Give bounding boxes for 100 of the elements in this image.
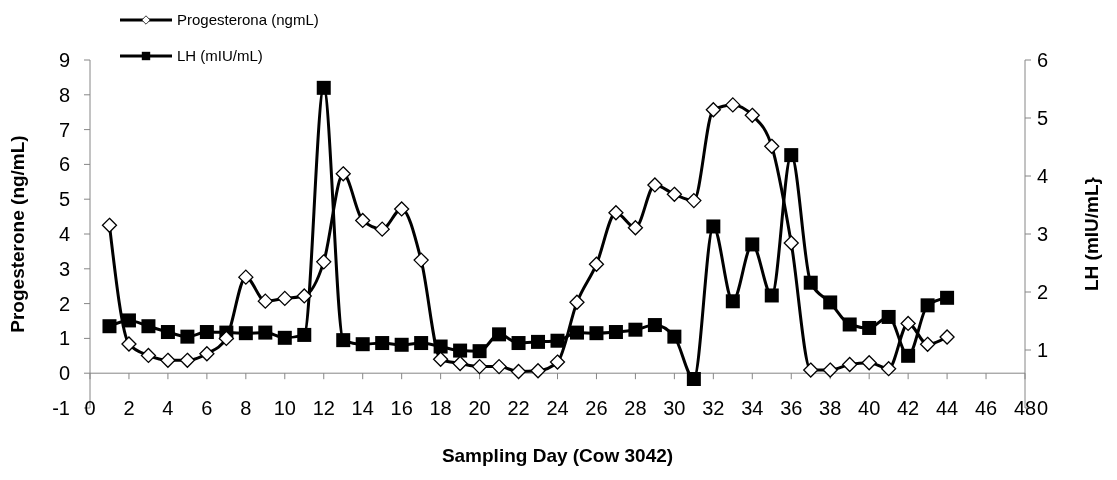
y-tick-label: 6 [58,153,70,176]
point [394,201,410,217]
point [940,290,955,305]
x-tick-label: 30 [663,397,686,420]
point [199,325,214,340]
y-tick-label: 1 [58,327,70,350]
x-tick-label: 6 [201,397,213,420]
point [238,326,253,341]
point [608,205,624,221]
x-tick-label: 16 [390,397,413,420]
point [316,254,332,270]
legend-label: Progesterona (ngmL) [177,11,319,29]
x-tick-label: 34 [741,397,764,420]
y-tick-label: 2 [58,292,70,315]
y2-tick-label: 1 [1037,339,1049,361]
point [842,356,858,373]
point [686,372,701,386]
point [686,192,702,209]
point [452,355,468,372]
point [355,212,371,229]
y-tick-label: 3 [58,257,70,280]
legend-label: LH (mIU/mL) [177,47,263,65]
point [180,329,195,344]
point [919,336,936,352]
point [569,294,585,310]
x-axis-title: Sampling Day (Cow 3042) [441,445,674,466]
y2-tick-label: 2 [1037,281,1049,303]
point [901,348,916,363]
point [803,275,818,290]
point [160,352,176,368]
point [588,256,605,272]
point [803,362,819,378]
point [472,344,487,359]
x-tick-label: 20 [468,397,491,420]
point [374,221,390,237]
point [725,97,741,113]
point [666,186,683,202]
x-tick-label: 38 [819,397,842,420]
point [432,351,449,367]
y2-axis-title: LH (mIU/mL} [1081,176,1102,291]
point [238,269,254,285]
point [277,290,293,307]
point [140,347,157,364]
point [491,358,507,375]
y2-tick-label: 6 [1037,49,1049,71]
x-tick-label: 8 [240,397,252,420]
x-tick-label: 4 [162,397,174,420]
y-axis-title: Progesterone (ng/mL) [7,135,28,333]
point [881,361,897,377]
x-tick-label: 26 [585,397,608,420]
point [218,330,234,347]
point [764,138,780,154]
point [296,288,312,304]
point [510,363,527,380]
y-tick-label: 9 [58,49,70,71]
x-tick-label: 28 [624,397,647,420]
point [335,166,351,182]
x-tick-label: 24 [546,397,569,420]
point [355,337,370,352]
point [647,177,663,193]
x-tick-label: 14 [351,397,374,420]
point [141,319,156,334]
point [413,252,429,268]
point [920,298,935,313]
point [822,362,838,378]
point [199,346,215,362]
point [453,343,468,358]
x-tick-label: 10 [273,397,296,420]
point [549,354,566,370]
point [179,352,196,368]
x-tick-label: 40 [858,397,881,420]
point [647,318,662,333]
x-tick-label: 48 [1013,397,1037,420]
y2-tick-label: 4 [1037,165,1049,187]
point [569,325,584,340]
point [102,319,117,334]
y-tick-label: 0 [58,362,70,385]
point [764,288,779,303]
point [121,336,137,352]
point [862,320,877,335]
y2-tick-label: 3 [1037,223,1049,245]
point [511,336,526,351]
point [375,336,390,351]
y-tick-label: 5 [58,188,70,211]
point [744,107,760,123]
point [900,315,916,332]
point [627,220,644,236]
point [258,325,273,340]
point [745,237,760,252]
x-tick-label: 44 [935,397,959,420]
point [492,327,507,342]
point [297,327,312,342]
point [705,102,721,118]
point [861,355,877,371]
y-tick-label: 8 [58,83,70,106]
point [160,325,175,340]
point [939,329,955,345]
point [531,334,546,349]
point [706,219,721,234]
point [257,293,273,309]
